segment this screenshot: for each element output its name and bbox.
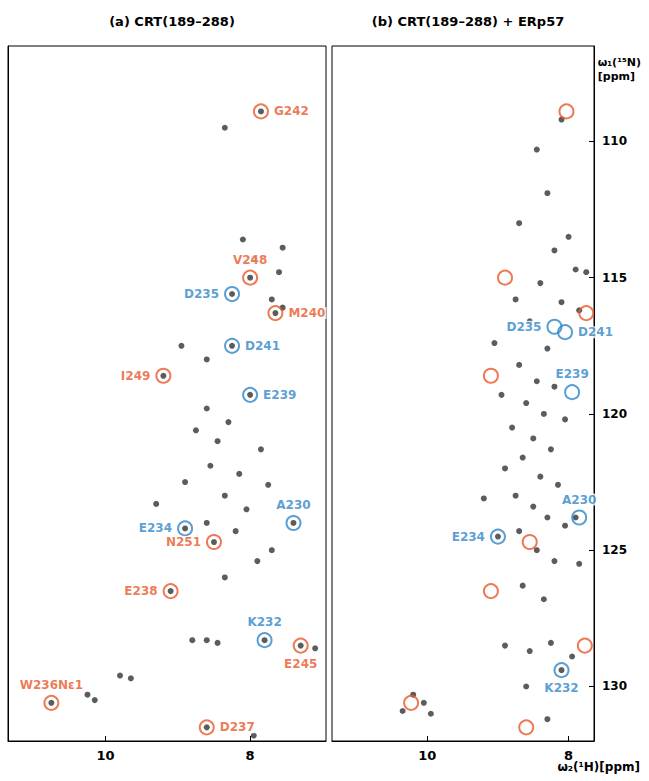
svg-text:D241: D241 [245,339,280,353]
svg-text:[ppm]: [ppm] [598,70,635,83]
svg-text:A230: A230 [276,498,310,512]
svg-text:E234: E234 [139,521,172,535]
svg-text:D237: D237 [220,720,255,734]
svg-text:D235: D235 [184,287,219,301]
svg-text:(a) CRT(189–288): (a) CRT(189–288) [109,14,235,29]
svg-text:(b) CRT(189–288) + ERp57: (b) CRT(189–288) + ERp57 [372,14,564,29]
svg-text:K232: K232 [544,681,578,695]
svg-text:G242: G242 [274,104,309,118]
svg-text:I249: I249 [121,369,151,383]
svg-text:ω₂(¹H)[ppm]: ω₂(¹H)[ppm] [557,760,640,774]
svg-text:E234: E234 [452,530,485,544]
svg-text:M240: M240 [288,306,325,320]
svg-text:110: 110 [602,134,627,148]
svg-text:130: 130 [602,679,627,693]
svg-text:V248: V248 [233,253,267,267]
svg-text:8: 8 [564,748,574,763]
svg-text:10: 10 [418,748,436,763]
svg-text:D241: D241 [578,325,613,339]
svg-text:A230: A230 [562,493,596,507]
svg-text:E238: E238 [124,584,157,598]
svg-text:ω₁(¹⁵N): ω₁(¹⁵N) [598,56,641,69]
svg-text:115: 115 [602,271,627,285]
svg-text:D235: D235 [506,320,541,334]
svg-text:N251: N251 [166,535,201,549]
svg-text:E245: E245 [284,657,317,671]
svg-text:K232: K232 [247,615,281,629]
svg-text:10: 10 [97,748,115,763]
svg-text:W236Nε1: W236Nε1 [20,678,83,692]
svg-text:E239: E239 [555,367,588,381]
svg-text:E239: E239 [263,388,296,402]
svg-text:8: 8 [246,748,255,763]
svg-text:125: 125 [602,543,627,557]
svg-text:120: 120 [602,407,627,421]
